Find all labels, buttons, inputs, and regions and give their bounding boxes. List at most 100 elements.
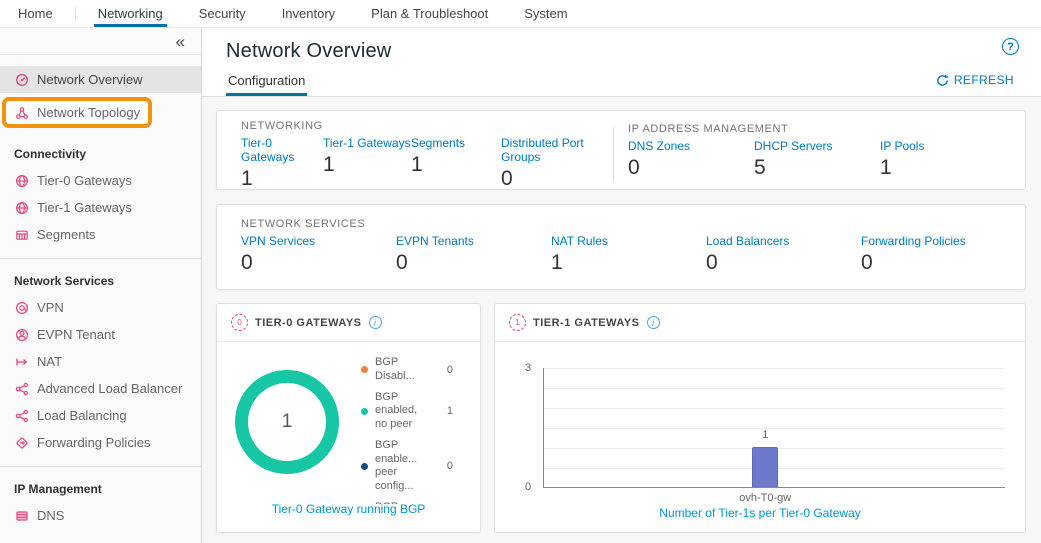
- sidebar-item-label: NAT: [37, 354, 63, 369]
- stat-link[interactable]: Tier-0 Gateways: [241, 136, 295, 164]
- sidebar-item-advanced-load-balancer[interactable]: Advanced Load Balancer: [0, 375, 201, 402]
- nav-divider: [74, 7, 76, 20]
- bar-value-label: 1: [762, 429, 769, 441]
- stat-value: 1: [880, 155, 892, 179]
- stat-link[interactable]: Distributed Port Groups: [501, 136, 584, 164]
- sidebar-divider: [0, 258, 201, 259]
- tier1-card-title: TIER-1 GATEWAYS: [533, 316, 640, 329]
- stat-value: 1: [411, 152, 423, 176]
- sidebar-item-vpn[interactable]: VPN: [0, 294, 201, 321]
- legend-dot-teal: [361, 407, 368, 415]
- stat-value: 0: [706, 250, 718, 274]
- nav-tab-system[interactable]: System: [524, 6, 568, 21]
- stat-value: 0: [628, 155, 640, 179]
- stat-link[interactable]: Segments: [411, 136, 466, 150]
- nav-tab-home[interactable]: Home: [18, 6, 53, 21]
- stat-link[interactable]: EVPN Tenants: [396, 234, 474, 248]
- sidebar-item-label: Load Balancing: [37, 408, 127, 423]
- info-icon[interactable]: i: [646, 316, 660, 329]
- legend-dot-orange: [361, 366, 368, 374]
- sidebar-collapse-row: «: [0, 28, 201, 55]
- ip-address-management-section: IP ADDRESS MANAGEMENT DNS Zones 0 DHCP S…: [628, 120, 1006, 189]
- stat-segments: Segments 1: [411, 136, 501, 189]
- dns-icon: [14, 508, 29, 523]
- stat-link[interactable]: Forwarding Policies: [861, 234, 966, 248]
- y-axis-tick-max: 3: [525, 362, 532, 374]
- refresh-button[interactable]: REFRESH: [936, 73, 1014, 96]
- globe-icon: [14, 173, 29, 188]
- stat-value: 0: [501, 166, 513, 190]
- stat-link[interactable]: DHCP Servers: [754, 139, 833, 153]
- stat-link[interactable]: NAT Rules: [551, 234, 608, 248]
- stat-tier1-gateways: Tier-1 Gateways 1: [323, 136, 411, 189]
- tier0-donut-chart[interactable]: 1: [235, 370, 339, 474]
- y-axis-tick-min: 0: [525, 481, 532, 493]
- sidebar-item-label: Network Topology: [37, 105, 141, 120]
- x-axis-category-label: ovh-T0-gw: [739, 492, 792, 504]
- networking-section: NETWORKING Tier-0 Gateways 1 Tier-1 Gate…: [241, 120, 613, 189]
- nav-tab-networking[interactable]: Networking: [80, 0, 181, 27]
- sidebar-section-ip-management: IP Management: [14, 482, 102, 496]
- sidebar-item-tier0-gateways[interactable]: Tier-0 Gateways: [0, 167, 201, 194]
- sidebar-item-network-overview[interactable]: Network Overview: [0, 66, 201, 93]
- stat-evpn-tenants: EVPN Tenants 0: [396, 234, 551, 274]
- evpn-tenant-icon: [14, 327, 29, 342]
- tier0-gateways-card: 0 TIER-0 GATEWAYS i 1 BGP Disabl... 0: [216, 303, 481, 533]
- page-title: Network Overview: [226, 40, 392, 62]
- sidebar-item-evpn-tenant[interactable]: EVPN Tenant: [0, 321, 201, 348]
- stat-load-balancers: Load Balancers 0: [706, 234, 861, 274]
- refresh-label: REFRESH: [953, 73, 1014, 87]
- legend-item-bgp-enabled-no-peer: BGP enabled, no peer 1: [361, 391, 453, 432]
- tier0-gateway-icon: 0: [231, 314, 248, 331]
- stat-value: 0: [396, 250, 408, 274]
- segments-icon: [14, 227, 29, 242]
- sidebar: « Network Overview: [0, 28, 202, 543]
- stat-link[interactable]: IP Pools: [880, 139, 925, 153]
- forwarding-policies-icon: [14, 435, 29, 450]
- stat-distributed-port-groups: Distributed Port Groups 0: [501, 136, 613, 190]
- legend-dot-navy: [361, 462, 368, 470]
- stat-value: 0: [241, 250, 253, 274]
- sidebar-item-segments[interactable]: Segments: [0, 221, 201, 248]
- stat-dhcp-servers: DHCP Servers 5: [754, 139, 880, 179]
- stat-ip-pools: IP Pools 1: [880, 139, 1006, 179]
- nav-tab-inventory[interactable]: Inventory: [281, 6, 336, 21]
- stat-value: 5: [754, 155, 766, 179]
- help-icon[interactable]: ?: [1002, 38, 1019, 55]
- nav-tab-plan-troubleshoot[interactable]: Plan & Troubleshoot: [371, 6, 489, 21]
- stat-forwarding-policies: Forwarding Policies 0: [861, 234, 1016, 273]
- network-topology-highlight-annotation: Network Topology: [2, 97, 152, 128]
- networking-section-title: NETWORKING: [241, 120, 323, 132]
- sidebar-item-tier1-gateways[interactable]: Tier-1 Gateways: [0, 194, 201, 221]
- tier1-gateways-card: 1 TIER-1 GATEWAYS i 3 0 1 ovh-T0-gw Numb: [494, 303, 1026, 533]
- info-icon[interactable]: i: [368, 316, 382, 329]
- stat-tier0-gateways: Tier-0 Gateways 1: [241, 136, 323, 188]
- tier1-chart-caption-link[interactable]: Number of Tier-1s per Tier-0 Gateway: [659, 506, 861, 520]
- sidebar-item-load-balancing[interactable]: Load Balancing: [0, 402, 201, 429]
- legend-item-clipped: BGP: [361, 501, 453, 504]
- gauge-icon: [14, 72, 29, 87]
- stat-vpn-services: VPN Services 0: [241, 234, 396, 274]
- sidebar-item-label: DNS: [37, 508, 65, 523]
- stat-link[interactable]: DNS Zones: [628, 139, 691, 153]
- tier0-chart-caption-link[interactable]: Tier-0 Gateway running BGP: [271, 502, 426, 516]
- sidebar-item-forwarding-policies[interactable]: Forwarding Policies: [0, 429, 201, 456]
- tab-configuration[interactable]: Configuration: [226, 73, 308, 96]
- nat-icon: [14, 354, 29, 369]
- sidebar-item-label: Network Overview: [37, 72, 143, 87]
- network-services-card: NETWORK SERVICES VPN Services 0 EVPN Ten…: [216, 204, 1026, 290]
- stat-link[interactable]: Load Balancers: [706, 234, 790, 248]
- sidebar-collapse-icon[interactable]: «: [175, 31, 185, 51]
- sidebar-item-dns[interactable]: DNS: [0, 502, 201, 529]
- sidebar-item-label: EVPN Tenant: [37, 327, 115, 342]
- ipam-section-title: IP ADDRESS MANAGEMENT: [628, 123, 789, 135]
- plot-area: 1 ovh-T0-gw: [543, 368, 1005, 504]
- tier0-chart-legend: BGP Disabl... 0 BGP enabled, no peer 1 B…: [361, 356, 453, 504]
- bar-ovh-t0-gw[interactable]: [752, 447, 779, 487]
- stat-link[interactable]: VPN Services: [241, 234, 316, 248]
- legend-item-bgp-enabled-peer-configured: BGP enable... peer config... 0: [361, 439, 453, 494]
- sidebar-item-network-topology[interactable]: Network Topology: [6, 101, 148, 124]
- nav-tab-security[interactable]: Security: [198, 6, 246, 21]
- stat-link[interactable]: Tier-1 Gateways: [323, 136, 411, 150]
- sidebar-item-nat[interactable]: NAT: [0, 348, 201, 375]
